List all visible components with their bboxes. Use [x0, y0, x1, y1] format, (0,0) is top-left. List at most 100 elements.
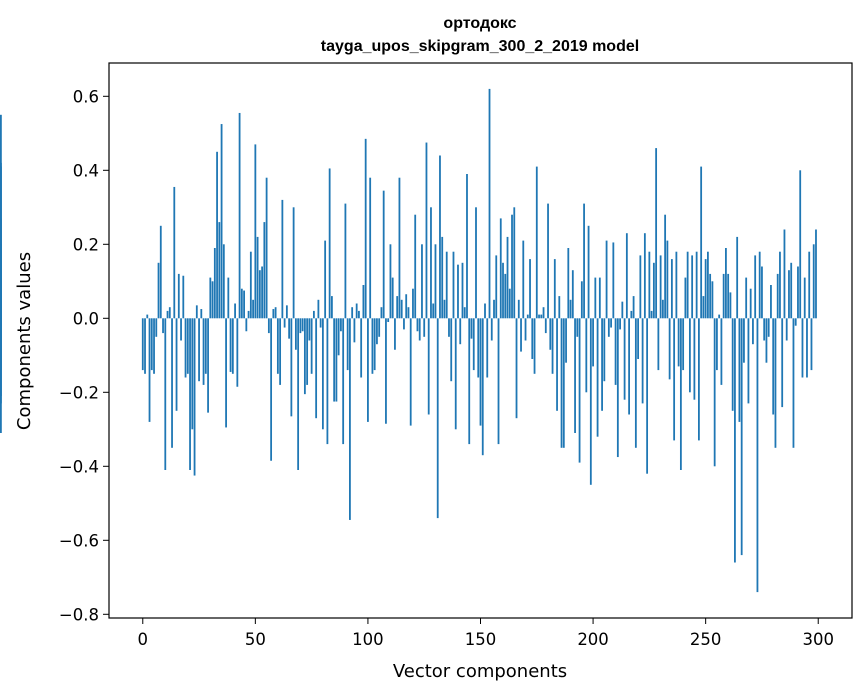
- bar-296: [808, 251, 811, 319]
- bar-211: [616, 318, 619, 458]
- x-tick-label: 100: [352, 630, 384, 649]
- bar-255: [716, 318, 718, 371]
- bar-157: [495, 255, 498, 319]
- bar-298: [812, 244, 815, 319]
- bar-280: [772, 318, 775, 415]
- bar-179: [544, 318, 547, 334]
- bar-67: [292, 207, 295, 319]
- bar-253: [711, 281, 714, 319]
- bar-85: [333, 318, 336, 402]
- bar-86: [335, 318, 338, 402]
- bar-154: [488, 88, 491, 319]
- bar-174: [533, 318, 536, 374]
- bar-21: [189, 318, 191, 470]
- bar-272: [754, 255, 757, 319]
- bar-63: [283, 318, 286, 328]
- plot-frame: [108, 62, 853, 619]
- bar-146: [470, 318, 473, 339]
- bar-181: [549, 318, 552, 350]
- bar-222: [641, 318, 644, 404]
- bar-4: [150, 318, 153, 371]
- bar-22: [191, 318, 194, 430]
- bar-18: [182, 275, 185, 319]
- bar-176: [538, 314, 540, 319]
- bar-147: [472, 318, 475, 371]
- x-tick-label: 200: [577, 630, 609, 649]
- bar-128: [430, 207, 432, 319]
- bar-235: [670, 259, 673, 319]
- bar-164: [511, 214, 513, 319]
- bar-40: [231, 318, 234, 374]
- bar-39: [229, 318, 232, 372]
- bar-273: [756, 318, 759, 593]
- x-tick-label: 150: [465, 630, 497, 649]
- bar-223: [643, 233, 646, 319]
- bar-106: [380, 307, 383, 319]
- bar-224: [646, 318, 649, 474]
- bar-256: [718, 314, 721, 319]
- bar-107: [382, 190, 385, 319]
- x-axis-ticks: 0 50 100 150 200 250 300: [138, 618, 834, 649]
- bar-241: [684, 277, 687, 319]
- bar-166: [515, 318, 518, 419]
- bar-9: [162, 318, 164, 334]
- bar-184: [556, 318, 558, 411]
- bar-3: [148, 318, 151, 422]
- bar-155: [490, 318, 493, 341]
- bar-112: [394, 318, 396, 350]
- bar-257: [720, 318, 723, 385]
- bar-100: [367, 318, 369, 422]
- bar-26: [200, 309, 203, 319]
- bar-237: [675, 251, 678, 319]
- bar-58: [272, 309, 275, 319]
- bar-44: [240, 288, 243, 319]
- bar-71: [301, 318, 304, 332]
- bar-148: [475, 207, 477, 319]
- y-tick-label: 0.4: [73, 161, 99, 180]
- bar-291: [797, 266, 799, 319]
- bar-258: [722, 273, 725, 319]
- bar-102: [371, 318, 374, 374]
- bar-66: [290, 318, 293, 417]
- bar-249: [702, 296, 705, 319]
- bar-80: [321, 318, 324, 430]
- bar-219: [634, 318, 637, 448]
- y-axis-ticks: −0.8 −0.6 −0.4 −0.2 0.0 0.2 0.4 0.6: [59, 87, 109, 624]
- bar-285: [783, 229, 786, 319]
- bar-226: [650, 310, 653, 319]
- bar-74: [308, 318, 311, 341]
- x-tick-label: 50: [245, 630, 266, 649]
- bar-61: [279, 318, 282, 385]
- bar-54: [263, 222, 266, 319]
- bar-240: [682, 318, 685, 371]
- bar-143: [463, 307, 466, 319]
- bar-101: [369, 177, 372, 319]
- bar-206: [605, 240, 608, 319]
- bar-242: [686, 251, 689, 319]
- bar-252: [709, 273, 712, 319]
- bar-87: [337, 318, 340, 356]
- bar-214: [623, 318, 626, 400]
- chart-subtitle: tayga_upos_skipgram_300_2_2019 model: [321, 38, 639, 55]
- bar-284: [781, 318, 784, 408]
- bar-192: [574, 318, 576, 433]
- bar-133: [441, 236, 444, 319]
- bar-116: [403, 318, 405, 330]
- bar-36: [222, 244, 225, 319]
- bar-77: [315, 318, 318, 419]
- bar-8: [159, 225, 162, 319]
- bar-32: [213, 248, 216, 319]
- bar-310: [0, 244, 2, 319]
- bar-75: [310, 318, 313, 374]
- bar-229: [657, 318, 660, 371]
- bar-56: [267, 318, 270, 334]
- bar-51: [256, 236, 259, 319]
- bar-292: [799, 170, 802, 319]
- y-tick-label: −0.2: [59, 383, 99, 402]
- bar-131: [436, 318, 439, 519]
- bar-202: [596, 318, 599, 437]
- bar-225: [648, 251, 651, 319]
- bar-151: [481, 318, 484, 456]
- bar-29: [207, 318, 209, 413]
- bar-5: [153, 318, 155, 374]
